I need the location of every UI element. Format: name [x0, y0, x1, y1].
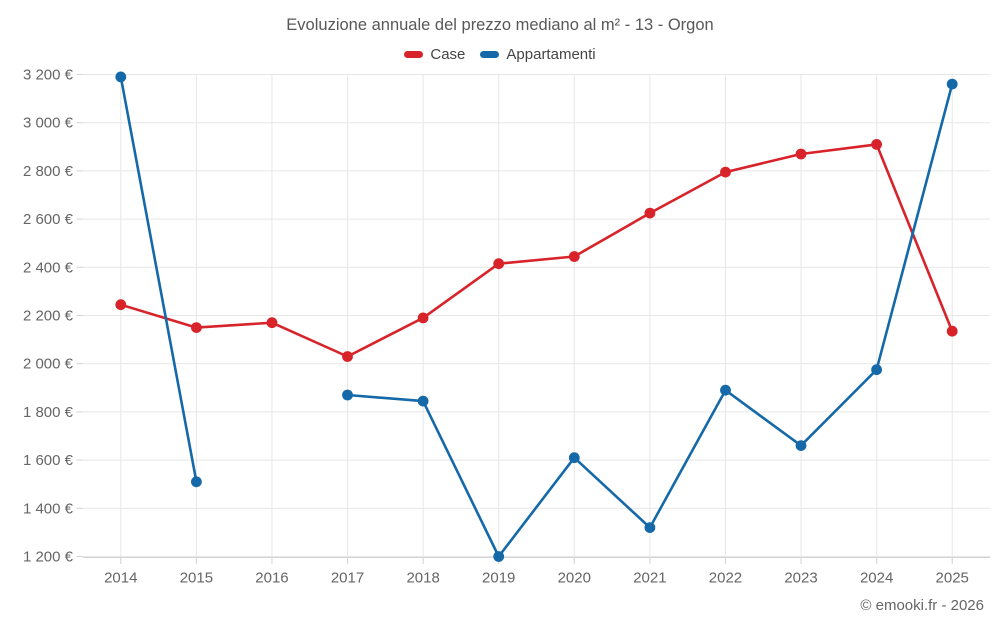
legend-item-appartamenti[interactable]: Appartamenti	[480, 46, 596, 63]
appartamenti-point-2021[interactable]	[644, 522, 656, 533]
appartamenti-point-2019[interactable]	[493, 551, 505, 562]
y-tick-label: 3 200 €	[23, 67, 74, 84]
axis-lines	[76, 74, 990, 564]
y-tick-label: 2 200 €	[23, 308, 74, 325]
case-point-2018[interactable]	[417, 312, 429, 324]
legend-marker-icon	[480, 51, 500, 58]
appartamenti-point-2023[interactable]	[795, 440, 807, 451]
case-point-2019[interactable]	[493, 258, 505, 270]
y-tick-label: 2 600 €	[23, 211, 74, 228]
legend-item-case[interactable]: Case	[404, 46, 465, 63]
series-appartamenti	[115, 71, 958, 562]
case-point-2024[interactable]	[871, 139, 882, 150]
appartamenti-point-2018[interactable]	[417, 395, 429, 407]
case-line	[119, 143, 954, 358]
case-point-2014[interactable]	[115, 299, 127, 311]
case-point-2021[interactable]	[644, 207, 656, 219]
y-tick-label: 1 200 €	[23, 549, 74, 566]
case-point-2016[interactable]	[266, 317, 278, 329]
x-tick-label: 2017	[331, 570, 364, 587]
appartamenti-point-2015[interactable]	[191, 476, 202, 488]
y-tick-label: 1 800 €	[23, 404, 74, 421]
x-axis-labels: 2014 2015 2016 2017 2018 2019 2020 2021 2022 2023…	[104, 570, 969, 587]
appartamenti-point-2024[interactable]	[871, 364, 882, 376]
x-tick-label: 2022	[709, 570, 742, 587]
x-tick-label: 2020	[558, 570, 591, 587]
case-point-2017[interactable]	[342, 351, 353, 362]
x-gridlines	[120, 74, 953, 564]
x-tick-label: 2025	[936, 570, 969, 587]
case-point-2020[interactable]	[568, 251, 580, 262]
appartamenti-point-2020[interactable]	[568, 452, 580, 464]
case-point-2023[interactable]	[795, 148, 807, 160]
chart-title: Evoluzione annuale del prezzo mediano al…	[286, 16, 714, 34]
x-tick-label: 2016	[255, 570, 288, 587]
y-gridlines	[83, 74, 990, 557]
appartamenti-point-2017[interactable]	[342, 389, 353, 401]
y-axis-labels: 1 200 € 1 400 € 1 600 € 1 800 € 2 000 € 2 200…	[23, 67, 74, 566]
appartamenti-point-2014[interactable]	[115, 71, 127, 83]
x-tick-label: 2014	[104, 570, 137, 587]
legend-marker-icon	[404, 51, 424, 58]
copyright-footer: © emooki.fr - 2026	[860, 597, 984, 614]
chart-legend: Case Appartamenti	[0, 46, 1000, 63]
y-tick-label: 2 400 €	[23, 259, 74, 276]
y-tick-label: 2 800 €	[23, 163, 74, 180]
x-tick-label: 2018	[406, 570, 439, 587]
y-tick-label: 3 000 €	[23, 115, 74, 132]
x-tick-label: 2015	[180, 570, 213, 587]
x-tick-label: 2024	[860, 570, 893, 587]
appartamenti-line	[119, 75, 954, 558]
case-point-2015[interactable]	[191, 322, 202, 333]
x-tick-label: 2021	[633, 570, 666, 587]
appartamenti-point-2022[interactable]	[720, 384, 731, 396]
appartamenti-point-2025[interactable]	[946, 78, 958, 90]
legend-label: Case	[430, 46, 466, 63]
case-point-2025[interactable]	[946, 325, 958, 337]
y-tick-label: 1 600 €	[23, 452, 74, 469]
series-case	[115, 139, 958, 362]
y-tick-label: 2 000 €	[23, 356, 74, 373]
x-tick-label: 2023	[784, 570, 817, 587]
legend-label: Appartamenti	[506, 46, 596, 63]
x-tick-label: 2019	[482, 570, 515, 587]
case-point-2022[interactable]	[720, 166, 731, 178]
y-tick-label: 1 400 €	[23, 500, 74, 517]
